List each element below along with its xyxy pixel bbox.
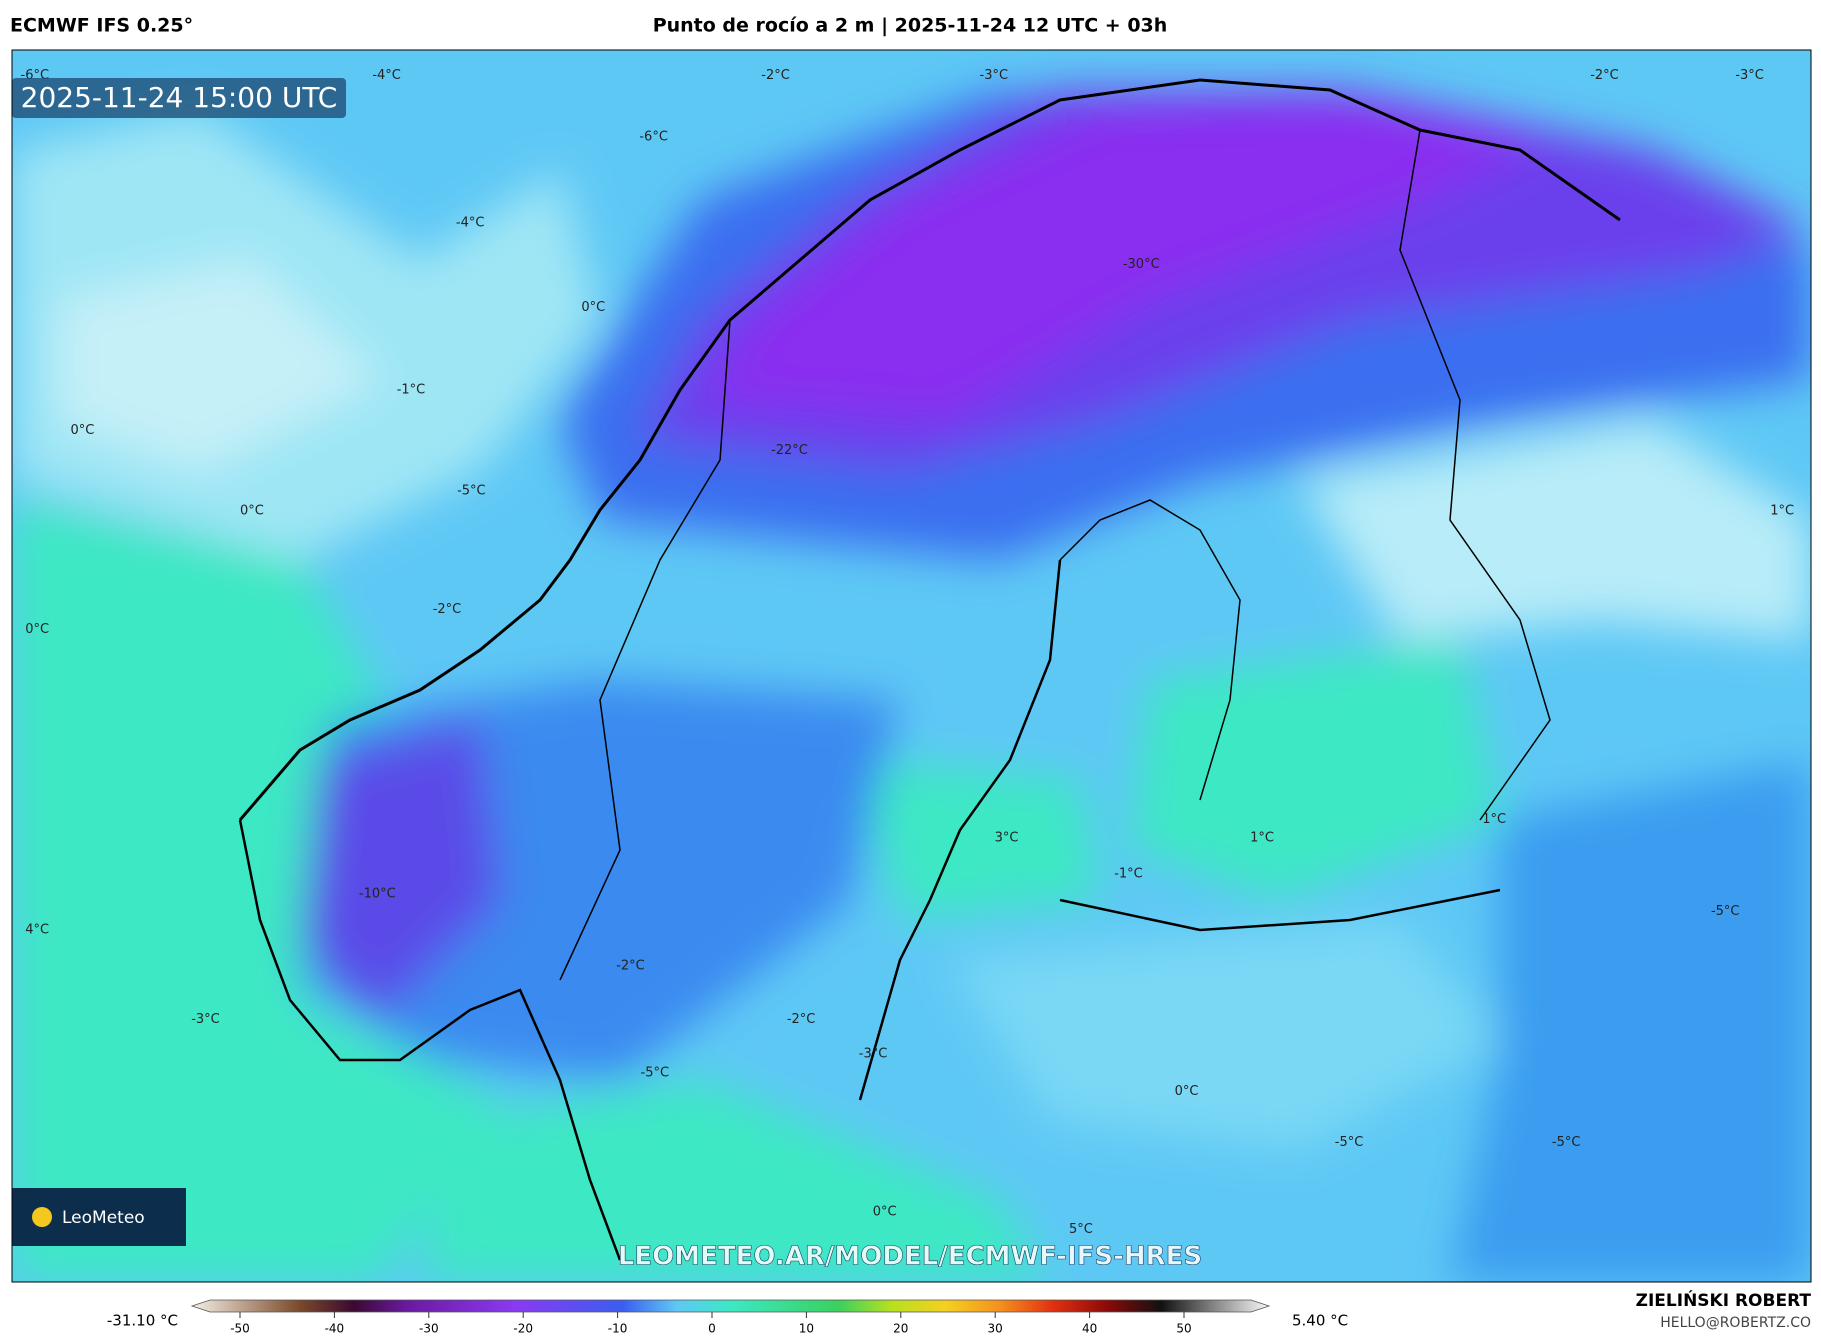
map: -6°C -4°C -2°C -3°C -2°C -3°C-6°C-4°C-30°C0°C…	[12, 50, 1811, 1282]
logo-sun	[32, 1207, 52, 1227]
temperature-label: 1°C	[1482, 812, 1506, 827]
coastline	[238, 78, 1621, 821]
temperature-label: 1°C	[1770, 503, 1794, 518]
watermark: LEOMETEO.AR/MODEL/ECMWF-IFS-HRES	[618, 1242, 1202, 1272]
temperature-label: -3°C	[859, 1047, 888, 1062]
temperature-label: -10°C	[359, 886, 396, 901]
temperature-label: -2°C	[787, 1012, 816, 1027]
temperature-label: -3°C	[980, 68, 1009, 83]
temperature-label: -5°C	[1552, 1135, 1581, 1150]
temperature-label: 5°C	[1069, 1222, 1093, 1237]
temperature-label: 3°C	[995, 831, 1019, 846]
coastline	[1059, 888, 1501, 932]
colorbar-tick-label: -30	[419, 1322, 439, 1336]
temperature-label: -2°C	[761, 68, 790, 83]
colorbar-tick-label: -10	[608, 1322, 628, 1336]
temperature-label: -3°C	[1735, 68, 1764, 83]
colorbar-tick-label: -50	[230, 1322, 250, 1336]
temperature-label: 0°C	[71, 423, 95, 438]
border	[1059, 499, 1241, 801]
valid-time: 2025-11-24 15:00 UTC	[21, 81, 338, 114]
temperature-label: -4°C	[372, 68, 401, 83]
temperature-label: 0°C	[25, 622, 49, 637]
temperature-label: -4°C	[456, 215, 485, 230]
field	[12, 90, 1811, 1282]
email: HELLO@ROBERTZ.CO	[1660, 1315, 1811, 1331]
temperature-label: 0°C	[873, 1205, 897, 1220]
colorbar-tick-label: 40	[1082, 1322, 1097, 1336]
temperature-label: 0°C	[1175, 1084, 1199, 1099]
colorbar-tick-label: 10	[799, 1322, 814, 1336]
map-title: Punto de rocío a 2 m | 2025-11-24 12 UTC…	[653, 15, 1168, 37]
coastline	[858, 559, 1062, 1101]
border	[559, 319, 731, 981]
time-box	[12, 78, 346, 118]
colorbar-tick-label: 50	[1176, 1322, 1191, 1336]
temperature-label: -3°C	[191, 1012, 220, 1027]
colorbar-tick-label: 20	[893, 1322, 908, 1336]
colorbar-min: -31.10 °C	[107, 1312, 178, 1330]
temperature-label: -6°C	[639, 129, 668, 144]
temperature-label: -2°C	[1590, 68, 1619, 83]
border	[1399, 129, 1551, 821]
temperature-label: -1°C	[1114, 867, 1143, 882]
temperature-label: 4°C	[25, 922, 49, 937]
temperature-label: 0°C	[581, 300, 605, 315]
author: ZIELIŃSKI ROBERT	[1636, 1289, 1812, 1311]
temperature-label: -22°C	[771, 443, 808, 458]
map-labels: -6°C -4°C -2°C -3°C -2°C -3°C-6°C-4°C-30°C0°C…	[21, 68, 1795, 1237]
temperature-label: -5°C	[641, 1065, 670, 1080]
temperature-label: 1°C	[1250, 831, 1274, 846]
temperature-label: -30°C	[1123, 257, 1160, 272]
temperature-label: -5°C	[1711, 904, 1740, 919]
logo-text: LeoMeteo	[62, 1208, 145, 1228]
model-name: ECMWF IFS 0.25°	[10, 15, 193, 37]
colorbar-tick-label: 30	[988, 1322, 1003, 1336]
colorbar	[190, 1299, 1271, 1313]
temperature-label: -2°C	[433, 602, 462, 617]
temperature-label: -5°C	[457, 484, 486, 499]
temperature-label: -5°C	[1335, 1135, 1364, 1150]
temperature-label: 0°C	[240, 503, 264, 518]
temperature-label: -1°C	[397, 383, 426, 398]
colorbar-tick-label: -20	[513, 1322, 533, 1336]
colorbar-tick-label: 0	[708, 1322, 716, 1336]
temperature-label: -2°C	[616, 958, 645, 973]
coastline	[238, 819, 622, 1261]
colorbar-max: 5.40 °C	[1292, 1312, 1348, 1330]
colorbar-ticks: -50 -40 -30 -20 -10 0 10 20 30 40 50	[230, 1312, 1192, 1336]
colorbar-tick-label: -40	[325, 1322, 345, 1336]
map-frame	[11, 49, 1812, 1283]
